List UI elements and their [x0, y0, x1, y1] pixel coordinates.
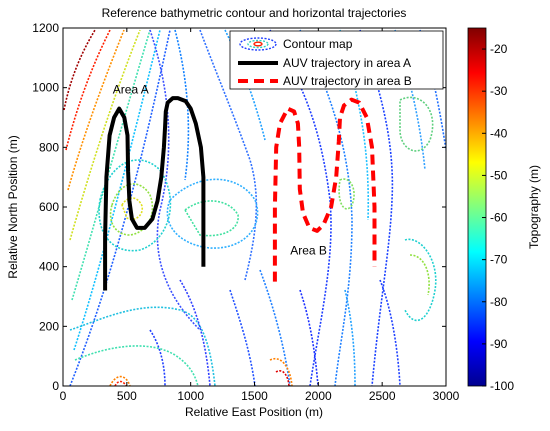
y-axis-ticks: 0 200 400 600 800 1000 1200 [32, 21, 446, 393]
colorbar-tick-label: -60 [490, 211, 508, 225]
legend-entry-area-b: AUV trajectory in area B [238, 74, 412, 88]
x-tick-label: 1000 [177, 389, 204, 403]
colorbar-tick-label: -90 [490, 337, 508, 351]
x-tick-label: 2000 [305, 389, 332, 403]
contour-legend-icon [239, 37, 277, 51]
trajectory-area-a [103, 96, 206, 291]
chart-title: Reference bathymetric contour and horizo… [102, 6, 407, 20]
colorbar-label: Topography (m) [527, 165, 541, 249]
annotations: Area A Area B [113, 83, 327, 258]
y-tick-label: 1000 [32, 81, 59, 95]
annotation-area-a: Area A [113, 83, 149, 97]
legend-label-area-b: AUV trajectory in area B [283, 74, 412, 88]
colorbar-ticks: -20 -30 -40 -50 -60 -70 -80 -90 -100 [482, 42, 514, 393]
y-tick-label: 400 [39, 260, 59, 274]
colorbar-tick-label: -100 [490, 379, 514, 393]
x-tick-label: 500 [117, 389, 137, 403]
colorbar-tick-label: -20 [490, 42, 508, 56]
colorbar-tick-label: -50 [490, 168, 508, 182]
x-axis-ticks: 0 500 1000 1500 2000 2500 3000 [60, 28, 460, 403]
legend-label-area-a: AUV trajectory in area A [283, 56, 411, 70]
y-tick-label: 600 [39, 200, 59, 214]
legend-entry-contour: Contour map [239, 37, 353, 51]
y-tick-label: 200 [39, 319, 59, 333]
legend-label-contour: Contour map [283, 37, 353, 51]
contour-legend-icon-core [253, 41, 263, 47]
legend: Contour map AUV trajectory in area A AUV… [229, 30, 444, 90]
colorbar-tick-label: -80 [490, 295, 508, 309]
legend-box [229, 30, 444, 90]
x-tick-label: 0 [60, 389, 67, 403]
colorbar-tick-label: -40 [490, 126, 508, 140]
legend-entry-area-a: AUV trajectory in area A [238, 56, 411, 70]
y-tick-label: 0 [52, 379, 59, 393]
colorbar: -20 -30 -40 -50 -60 -70 -80 -90 -100 Topography … [467, 27, 541, 393]
y-axis-label: Relative North Position (m) [6, 135, 20, 278]
annotation-area-b: Area B [290, 244, 327, 258]
trajectory-area-b [272, 97, 377, 282]
x-tick-label: 1500 [241, 389, 268, 403]
colorbar-tick-label: -30 [490, 84, 508, 98]
colorbar-tick-label: -70 [490, 253, 508, 267]
x-axis-label: Relative East Position (m) [185, 405, 323, 419]
y-tick-label: 1200 [32, 21, 59, 35]
x-tick-label: 2500 [369, 389, 396, 403]
colorbar-gradient [467, 27, 487, 387]
contour-legend-icon-inner [247, 39, 269, 49]
x-tick-label: 3000 [433, 389, 460, 403]
y-tick-label: 800 [39, 140, 59, 154]
